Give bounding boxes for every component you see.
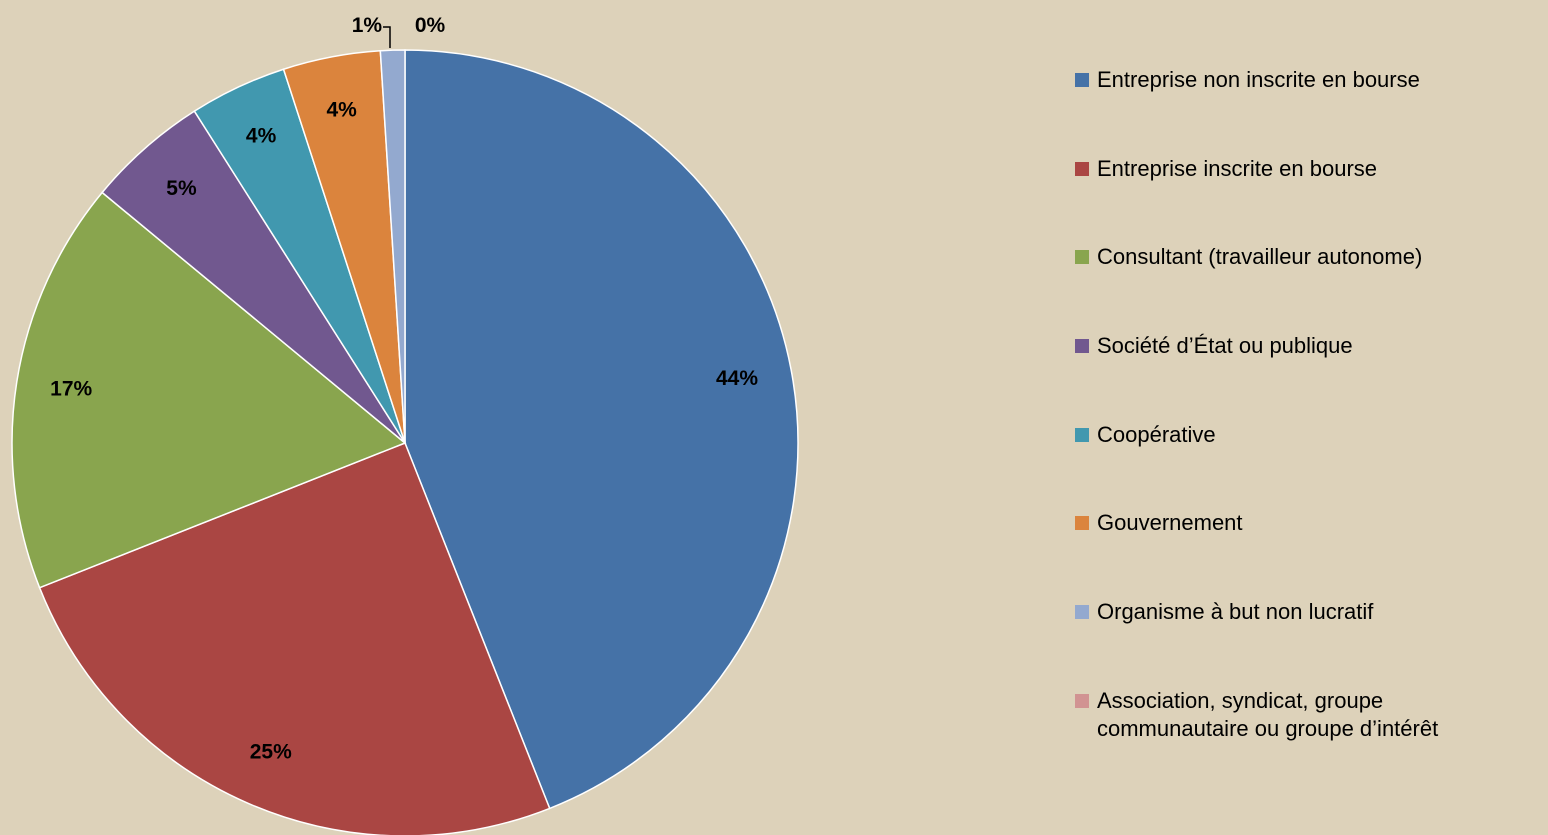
legend-swatch xyxy=(1075,605,1089,620)
legend-swatch xyxy=(1075,73,1089,87)
data-label: 25% xyxy=(250,741,292,764)
legend-label: Société d’État ou publique xyxy=(1097,333,1353,359)
legend-swatch xyxy=(1075,339,1089,354)
legend-swatch xyxy=(1075,516,1089,531)
data-label: 4% xyxy=(246,125,277,148)
legend-label: Association, syndicat, groupe communauta… xyxy=(1097,687,1439,741)
pie-slice xyxy=(11,191,407,589)
data-label: 5% xyxy=(166,177,197,200)
legend-swatch xyxy=(1075,250,1089,265)
legend-swatch xyxy=(1075,427,1089,442)
legend-item: Entreprise inscrite en bourse xyxy=(1075,155,1525,244)
pie-slice xyxy=(379,49,406,444)
legend-label: Organisme à but non lucratif xyxy=(1097,599,1374,625)
data-label: 44% xyxy=(716,367,758,390)
legend-item: Coopérative xyxy=(1075,421,1525,510)
legend: Entreprise non inscrite en bourse Entrepr… xyxy=(1075,66,1525,776)
legend-item: Gouvernement xyxy=(1075,509,1525,598)
legend-item: Entreprise non inscrite en bourse xyxy=(1075,66,1525,155)
legend-label: Entreprise non inscrite en bourse xyxy=(1097,67,1420,92)
data-label: 17% xyxy=(50,378,92,401)
legend-swatch xyxy=(1075,693,1089,708)
legend-swatch xyxy=(1075,161,1089,176)
leader-line xyxy=(383,26,391,48)
legend-item: Société d’État ou publique xyxy=(1075,332,1525,421)
pie-slice xyxy=(404,49,799,810)
data-label: 0% xyxy=(415,14,446,37)
legend-label: Entreprise inscrite en bourse xyxy=(1097,155,1378,181)
legend-label: Coopérative xyxy=(1097,421,1216,447)
legend-label: Gouvernement xyxy=(1097,510,1243,536)
legend-item: Organisme à but non lucratif xyxy=(1075,598,1525,687)
legend-item: Association, syndicat, groupe communauta… xyxy=(1075,687,1525,776)
legend-label: Consultant (travailleur autonome) xyxy=(1097,244,1423,270)
pie-slice xyxy=(38,442,551,835)
data-label: 1% xyxy=(352,14,383,37)
data-label: 4% xyxy=(326,99,357,122)
legend-item: Consultant (travailleur autonome) xyxy=(1075,243,1525,332)
